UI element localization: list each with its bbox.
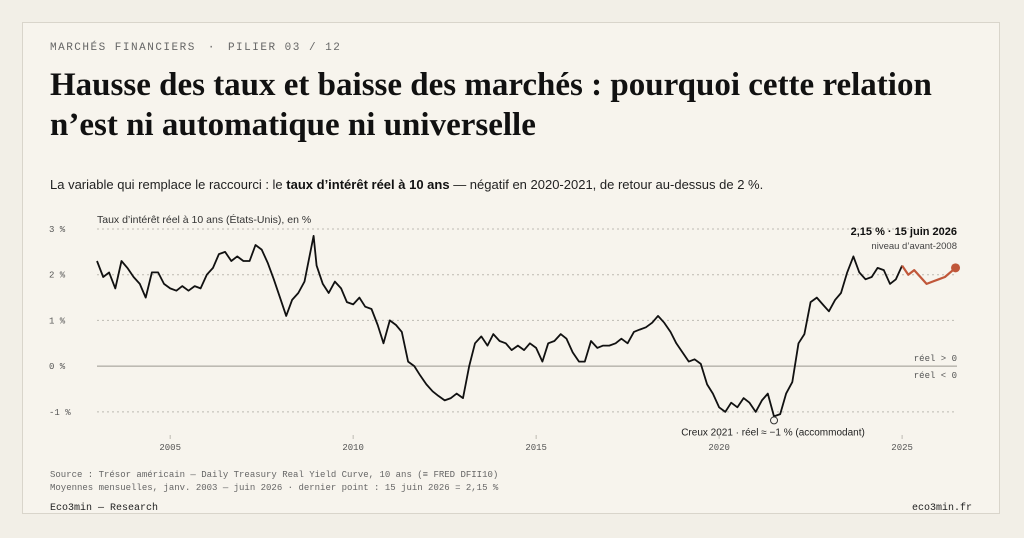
y-axis-title: Taux d’intérêt réel à 10 ans (États-Unis…: [97, 213, 311, 226]
y-tick-label: -1 %: [49, 408, 71, 418]
lede-before: La variable qui remplace le raccourci : …: [50, 177, 287, 192]
chart-card: MARCHÉS FINANCIERS · PILIER 03 / 12 Hausse…: [22, 22, 1000, 514]
brand-label: Eco3min — Research: [50, 503, 159, 514]
page-title: Hausse des taux et baisse des marchés : …: [50, 67, 932, 143]
y-tick-label: 1 %: [49, 316, 66, 326]
lede: La variable qui remplace le raccourci : …: [50, 177, 980, 192]
site-link[interactable]: eco3min.fr: [911, 503, 972, 514]
trough-marker: [770, 416, 779, 425]
last-point-sublabel: niveau d’avant-2008: [871, 241, 957, 252]
lede-after: — négatif en 2020-2021, de retour au-des…: [449, 177, 764, 192]
source-line-1: Source : Trésor américain — Daily Treasu…: [50, 470, 499, 480]
real-rate-chart: 3 % 2 % 1 % 0 % -1 % 2005 2010 2015 2020 2025 Taux…: [49, 213, 961, 453]
series-line-history: [96, 235, 903, 418]
source-note: Source : Trésor américain — Daily Treasu…: [50, 469, 498, 495]
x-tick-label: 2020: [708, 443, 730, 453]
last-point-marker: [951, 263, 961, 273]
x-tick-label: 2025: [891, 443, 913, 453]
trough-label: Creux 2021 · réel ≈ −1 % (accommodant): [681, 427, 865, 438]
pillar-label: PILIER 03 / 12: [227, 42, 342, 54]
y-tick-label: 2 %: [49, 271, 66, 281]
series-line-recent: [901, 264, 957, 285]
kicker: MARCHÉS FINANCIERS · PILIER 03 / 12: [50, 42, 341, 54]
x-tick-label: 2010: [342, 443, 364, 453]
lede-highlight: taux d’intérêt réel à 10 ans: [286, 177, 450, 192]
x-tick-label: 2005: [159, 443, 181, 453]
y-tick-label: 0 %: [49, 362, 66, 372]
y-tick-label: 3 %: [49, 225, 66, 235]
zero-label-above: réel > 0: [914, 354, 957, 364]
zero-label-below: réel < 0: [914, 371, 957, 381]
kicker-separator: ·: [207, 42, 216, 54]
section-label: MARCHÉS FINANCIERS: [50, 42, 196, 54]
x-tick-label: 2015: [525, 443, 547, 453]
last-point-label: 2,15 % · 15 juin 2026: [851, 226, 957, 238]
source-line-2: Moyennes mensuelles, janv. 2003 — juin 2…: [50, 483, 499, 493]
